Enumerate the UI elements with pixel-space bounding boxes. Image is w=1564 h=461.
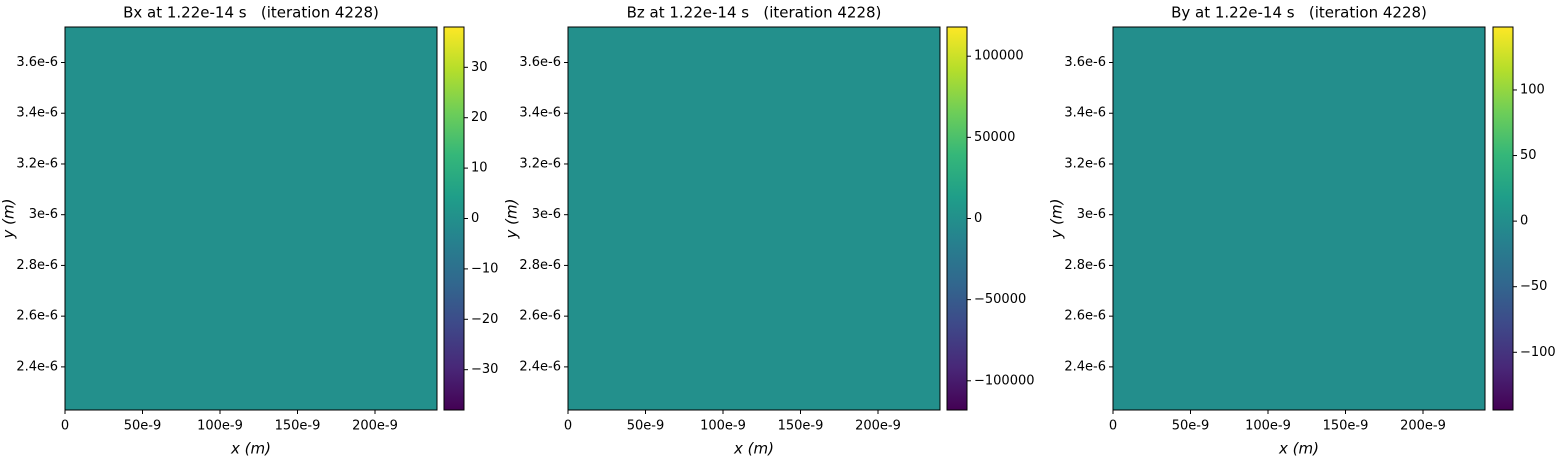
colorbar-tick-label: 0 — [974, 211, 982, 226]
x-tick-label: 50e-9 — [627, 419, 665, 434]
y-tick-label: 3.6e-6 — [16, 55, 58, 70]
colorbar-tick-label: −30 — [471, 362, 498, 377]
colorbar-tick-label: −50000 — [974, 292, 1026, 307]
y-tick-label: 2.8e-6 — [519, 258, 561, 273]
colorbar-tick-label: 30 — [471, 60, 488, 75]
colorbar-tick-label: −100 — [1520, 345, 1556, 360]
field-image — [567, 26, 941, 411]
field-image — [64, 26, 438, 411]
y-tick-label: 2.8e-6 — [1064, 258, 1106, 273]
colorbar-tick-label: 50 — [1520, 148, 1537, 163]
chart-title: Bz at 1.22e-14 s (iteration 4228) — [627, 4, 882, 22]
y-tick-label: 3.6e-6 — [519, 55, 561, 70]
x-tick-label: 200e-9 — [352, 419, 398, 434]
colorbar-tick-label: 50000 — [974, 130, 1015, 145]
colorbar — [946, 26, 968, 411]
x-tick-label: 50e-9 — [124, 419, 162, 434]
x-tick-label: 200e-9 — [855, 419, 901, 434]
y-tick-label: 3.4e-6 — [519, 106, 561, 121]
x-tick-label: 0 — [564, 419, 572, 434]
y-tick-label: 3.2e-6 — [519, 156, 561, 171]
y-axis-label: y (m) — [503, 199, 521, 240]
y-tick-label: 2.6e-6 — [16, 309, 58, 324]
x-tick-label: 100e-9 — [1245, 419, 1291, 434]
colorbar — [443, 26, 465, 411]
y-tick-label: 3.2e-6 — [1064, 156, 1106, 171]
x-axis-label: x (m) — [230, 440, 271, 458]
chart-title: By at 1.22e-14 s (iteration 4228) — [1171, 4, 1427, 22]
chart-title: Bx at 1.22e-14 s (iteration 4228) — [123, 4, 379, 22]
x-tick-label: 150e-9 — [778, 419, 824, 434]
colorbar-tick-label: 10 — [471, 161, 488, 176]
colorbar-tick-label: −100000 — [974, 373, 1035, 388]
x-tick-label: 0 — [61, 419, 69, 434]
y-axis-label: y (m) — [0, 199, 18, 240]
y-tick-label: 2.8e-6 — [16, 258, 58, 273]
y-tick-label: 2.4e-6 — [16, 359, 58, 374]
y-tick-label: 3e-6 — [29, 207, 58, 222]
y-tick-label: 3.4e-6 — [1064, 106, 1106, 121]
field-image — [1112, 26, 1486, 411]
x-axis-label: x (m) — [1278, 440, 1319, 458]
colorbar — [1492, 26, 1514, 411]
y-tick-label: 2.6e-6 — [1064, 309, 1106, 324]
colorbar-tick-label: 0 — [1520, 214, 1528, 229]
colorbar-tick-label: 100 — [1520, 82, 1545, 97]
y-tick-label: 3e-6 — [1077, 207, 1106, 222]
x-tick-label: 100e-9 — [197, 419, 243, 434]
y-axis-label: y (m) — [1048, 199, 1066, 240]
y-tick-label: 2.4e-6 — [519, 359, 561, 374]
y-tick-label: 3e-6 — [532, 207, 561, 222]
colorbar-tick-label: 0 — [471, 211, 479, 226]
y-tick-label: 3.2e-6 — [16, 156, 58, 171]
y-tick-label: 3.6e-6 — [1064, 55, 1106, 70]
x-tick-label: 150e-9 — [1323, 419, 1369, 434]
x-tick-label: 200e-9 — [1400, 419, 1446, 434]
x-tick-label: 150e-9 — [275, 419, 321, 434]
colorbar-tick-label: −10 — [471, 261, 498, 276]
y-tick-label: 3.4e-6 — [16, 106, 58, 121]
x-tick-label: 100e-9 — [700, 419, 746, 434]
y-tick-label: 2.4e-6 — [1064, 359, 1106, 374]
x-tick-label: 0 — [1109, 419, 1117, 434]
colorbar-tick-label: −20 — [471, 312, 498, 327]
x-axis-label: x (m) — [733, 440, 774, 458]
colorbar-tick-label: −50 — [1520, 279, 1547, 294]
colorbar-tick-label: 100000 — [974, 49, 1024, 64]
x-tick-label: 50e-9 — [1172, 419, 1210, 434]
y-tick-label: 2.6e-6 — [519, 309, 561, 324]
colorbar-tick-label: 20 — [471, 110, 488, 125]
